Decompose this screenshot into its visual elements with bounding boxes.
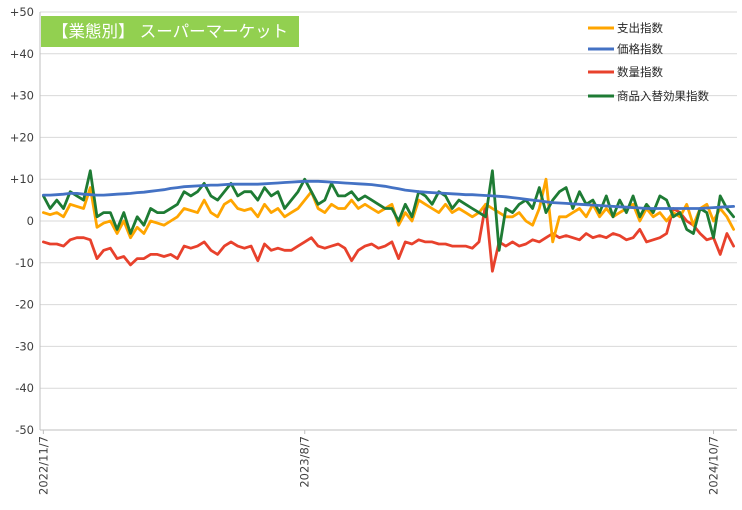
x-axis: 2022/11/7 2023/8/7 2024/10/7 <box>36 12 737 495</box>
series-line-3 <box>42 169 735 252</box>
series-lines <box>42 169 735 273</box>
y-tick-label: +20 <box>10 130 34 144</box>
y-tick-label: +30 <box>10 89 34 103</box>
series-line-2 <box>42 202 735 273</box>
chart-title: 【業態別】 スーパーマーケット <box>52 22 288 41</box>
chart-title-background <box>41 16 299 47</box>
legend-label: 数量指数 <box>617 65 663 79</box>
y-tick-label: -20 <box>15 298 34 312</box>
x-tick-label: 2023/8/7 <box>298 436 312 488</box>
legend-label: 価格指数 <box>617 42 663 56</box>
y-tick-label: +40 <box>10 47 34 61</box>
legend-label: 商品入替効果指数 <box>617 89 709 103</box>
y-tick-label: -30 <box>15 339 34 353</box>
y-tick-label: +50 <box>10 5 34 19</box>
y-tick-label: -40 <box>15 381 34 395</box>
x-tick-label: 2024/10/7 <box>707 436 721 495</box>
y-axis: +50 +40 +30 +20 +10 0 -10 -20 -30 -40 -50 <box>10 5 34 437</box>
y-tick-label: 0 <box>27 214 34 228</box>
series-line-0 <box>42 177 735 244</box>
y-tick-label: -50 <box>15 423 34 437</box>
x-tick-label: 2022/11/7 <box>36 436 50 495</box>
series-line-1 <box>42 179 735 210</box>
y-tick-label: -10 <box>15 256 34 270</box>
legend-label: 支出指数 <box>617 21 663 35</box>
chart-title-box: 【業態別】 スーパーマーケット <box>41 16 299 47</box>
y-tick-label: +10 <box>10 172 34 186</box>
